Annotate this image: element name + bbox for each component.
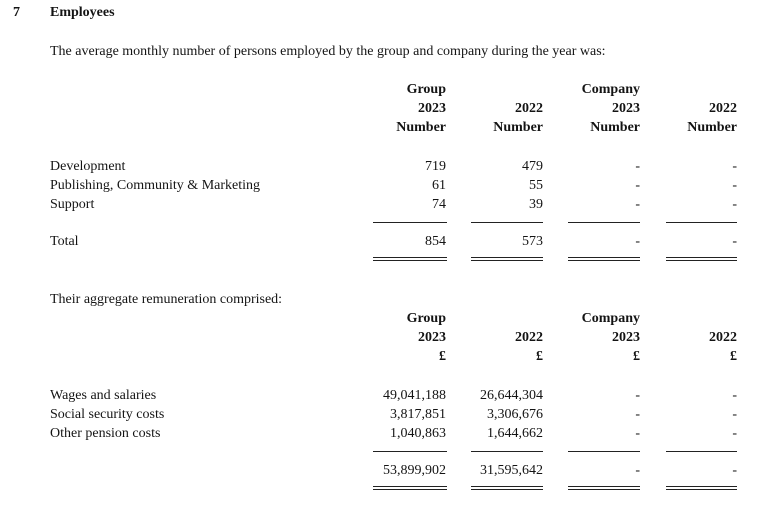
row-label: Social security costs [50, 407, 165, 422]
row-label: Support [50, 197, 95, 212]
cell-value: - [732, 388, 737, 403]
cell-value: 26,644,304 [480, 388, 543, 403]
row-label: Other pension costs [50, 426, 161, 441]
total-double-rule [471, 257, 543, 261]
cell-value: - [635, 388, 640, 403]
subtotal-rule [373, 451, 447, 452]
header-company-label: Company [581, 311, 640, 326]
header-company-2023: 2023 [612, 101, 640, 116]
cell-value: 55 [529, 178, 543, 193]
total-label: Total [50, 234, 79, 249]
cell-value: - [732, 178, 737, 193]
cell-value: - [635, 407, 640, 422]
cell-value: 1,644,662 [487, 426, 543, 441]
total-value: - [635, 463, 640, 478]
row-label: Publishing, Community & Marketing [50, 178, 261, 193]
header-group-2023: 2023 [418, 330, 446, 345]
total-double-rule [666, 486, 737, 490]
cell-value: - [732, 426, 737, 441]
header-group-2023-unit: £ [439, 349, 446, 364]
section-title: Employees [50, 5, 115, 20]
subtotal-rule [373, 222, 447, 223]
total-value: 854 [425, 234, 446, 249]
header-company-2023-unit: £ [633, 349, 640, 364]
subtotal-rule [568, 222, 640, 223]
header-company-2022-unit: Number [687, 120, 737, 135]
cell-value: 39 [529, 197, 543, 212]
total-value: - [732, 234, 737, 249]
header-group-2022-unit: £ [536, 349, 543, 364]
remuneration-intro: Their aggregate remuneration comprised: [50, 292, 283, 307]
total-double-rule [568, 486, 640, 490]
cell-value: 74 [432, 197, 446, 212]
cell-value: 3,817,851 [390, 407, 446, 422]
total-value: 53,899,902 [383, 463, 446, 478]
cell-value: 3,306,676 [487, 407, 543, 422]
cell-value: 1,040,863 [390, 426, 446, 441]
total-double-rule [666, 257, 737, 261]
subtotal-rule [666, 222, 737, 223]
cell-value: - [635, 426, 640, 441]
total-double-rule [373, 257, 447, 261]
cell-value: - [635, 178, 640, 193]
cell-value: 479 [522, 159, 543, 174]
cell-value: 49,041,188 [383, 388, 446, 403]
cell-value: - [732, 197, 737, 212]
header-group-label: Group [406, 311, 446, 326]
header-group-2023: 2023 [418, 101, 446, 116]
header-company-2023-unit: Number [590, 120, 640, 135]
cell-value: 61 [432, 178, 446, 193]
total-double-rule [568, 257, 640, 261]
subtotal-rule [568, 451, 640, 452]
total-double-rule [373, 486, 447, 490]
cell-value: 719 [425, 159, 446, 174]
subtotal-rule [666, 451, 737, 452]
total-value: - [635, 234, 640, 249]
header-group-2023-unit: Number [396, 120, 446, 135]
total-value: - [732, 463, 737, 478]
row-label: Development [50, 159, 126, 174]
row-label: Wages and salaries [50, 388, 157, 403]
cell-value: - [635, 159, 640, 174]
cell-value: - [732, 407, 737, 422]
header-company-2023: 2023 [612, 330, 640, 345]
total-double-rule [471, 486, 543, 490]
section-number: 7 [13, 5, 20, 20]
total-value: 31,595,642 [480, 463, 543, 478]
header-group-2022: 2022 [515, 101, 543, 116]
header-company-2022: 2022 [709, 330, 737, 345]
employees-intro: The average monthly number of persons em… [50, 44, 606, 59]
header-group-2022-unit: Number [493, 120, 543, 135]
total-value: 573 [522, 234, 543, 249]
subtotal-rule [471, 222, 543, 223]
cell-value: - [732, 159, 737, 174]
header-company-label: Company [581, 82, 640, 97]
header-company-2022: 2022 [709, 101, 737, 116]
subtotal-rule [471, 451, 543, 452]
header-company-2022-unit: £ [730, 349, 737, 364]
header-group-label: Group [406, 82, 446, 97]
header-group-2022: 2022 [515, 330, 543, 345]
cell-value: - [635, 197, 640, 212]
